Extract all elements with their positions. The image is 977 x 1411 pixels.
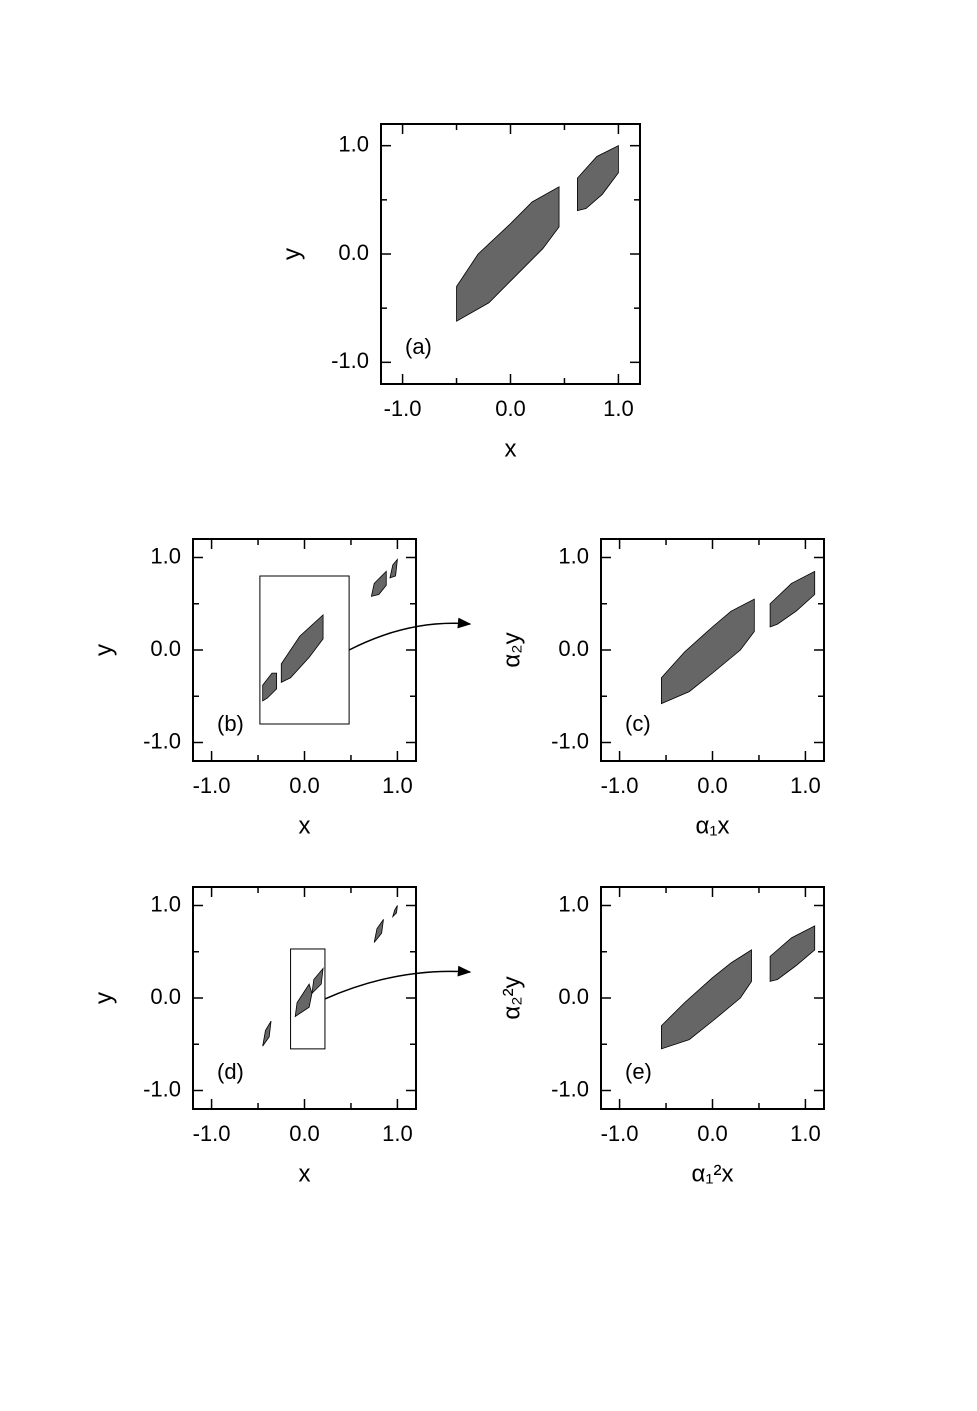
x-tick-label: -1.0: [601, 1121, 639, 1146]
x-tick-label: 0.0: [289, 773, 320, 798]
x-tick-label: -1.0: [601, 773, 639, 798]
panel-label: (a): [405, 334, 432, 359]
y-axis-label: y: [90, 644, 117, 656]
attractor-region: [456, 186, 560, 322]
x-axis-label: x: [505, 435, 517, 462]
y-tick-label: -1.0: [551, 728, 589, 753]
y-tick-label: 0.0: [150, 984, 181, 1009]
y-tick-label: -1.0: [551, 1076, 589, 1101]
y-tick-label: -1.0: [331, 348, 369, 373]
panel-label: (b): [217, 711, 244, 736]
x-axis-label: x: [299, 1160, 311, 1187]
x-axis-label: x: [299, 812, 311, 839]
attractor-region: [769, 570, 816, 628]
x-tick-label: 1.0: [790, 1121, 821, 1146]
y-tick-label: 1.0: [150, 543, 181, 568]
attractor-region: [262, 1020, 272, 1047]
x-axis-label: α₁x: [696, 812, 730, 839]
attractor-region: [391, 905, 398, 918]
x-axis-label: α₁²x: [692, 1160, 734, 1187]
attractor-region: [370, 570, 387, 597]
y-tick-label: -1.0: [143, 728, 181, 753]
attractor-region: [311, 967, 324, 995]
x-tick-label: -1.0: [193, 1121, 231, 1146]
y-axis-label: α₂y: [498, 632, 525, 667]
y-tick-label: 1.0: [558, 543, 589, 568]
zoom-arrow: [348, 617, 472, 651]
panel-label: (c): [625, 711, 651, 736]
panel-label: (d): [217, 1059, 244, 1084]
x-tick-label: 1.0: [790, 773, 821, 798]
zoom-arrow: [324, 965, 472, 1000]
zoom-box: [290, 948, 326, 1050]
y-tick-label: 1.0: [338, 131, 369, 156]
attractor-region: [262, 672, 278, 702]
x-tick-label: 0.0: [697, 773, 728, 798]
attractor-region: [280, 613, 324, 684]
y-tick-label: 0.0: [338, 240, 369, 265]
attractor-region: [660, 949, 752, 1050]
y-axis-label: y: [278, 248, 305, 260]
attractor-region: [660, 598, 755, 705]
attractor-region: [577, 145, 619, 212]
y-tick-label: -1.0: [143, 1076, 181, 1101]
y-tick-label: 1.0: [150, 891, 181, 916]
y-axis-label: y: [90, 992, 117, 1004]
attractor-region: [389, 558, 398, 579]
y-tick-label: 0.0: [558, 636, 589, 661]
x-tick-label: -1.0: [193, 773, 231, 798]
zoom-box: [259, 575, 350, 725]
y-tick-label: 0.0: [150, 636, 181, 661]
attractor-region: [769, 925, 816, 982]
panel-label: (e): [625, 1059, 652, 1084]
x-tick-label: 1.0: [382, 773, 413, 798]
x-tick-label: 1.0: [603, 396, 634, 421]
y-tick-label: 0.0: [558, 984, 589, 1009]
y-tick-label: 1.0: [558, 891, 589, 916]
attractor-region: [294, 983, 313, 1018]
x-tick-label: 0.0: [495, 396, 526, 421]
y-axis-label: α₂²y: [498, 976, 525, 1019]
x-tick-label: -1.0: [384, 396, 422, 421]
x-tick-label: 1.0: [382, 1121, 413, 1146]
attractor-region: [373, 919, 384, 943]
x-tick-label: 0.0: [697, 1121, 728, 1146]
x-tick-label: 0.0: [289, 1121, 320, 1146]
